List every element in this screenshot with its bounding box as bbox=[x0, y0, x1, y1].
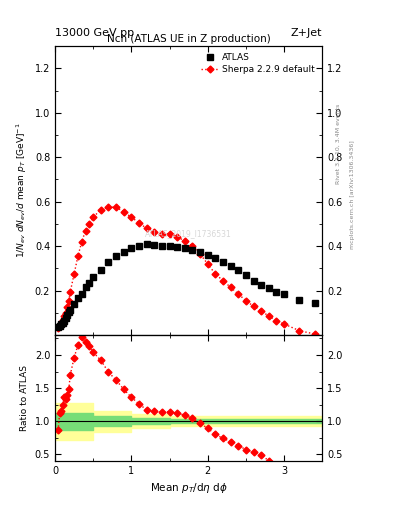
X-axis label: Mean $p_T$/d$\eta$ d$\phi$: Mean $p_T$/d$\eta$ d$\phi$ bbox=[150, 481, 228, 495]
Text: Z+Jet: Z+Jet bbox=[291, 28, 322, 38]
Text: mcplots.cern.ch [arXiv:1306.3436]: mcplots.cern.ch [arXiv:1306.3436] bbox=[350, 140, 355, 249]
Text: Rivet 3.1.10, 3.4M events: Rivet 3.1.10, 3.4M events bbox=[336, 103, 341, 183]
Text: 13000 GeV pp: 13000 GeV pp bbox=[55, 28, 134, 38]
Title: Nch (ATLAS UE in Z production): Nch (ATLAS UE in Z production) bbox=[107, 34, 270, 44]
Legend: ATLAS, Sherpa 2.2.9 default: ATLAS, Sherpa 2.2.9 default bbox=[198, 51, 318, 77]
Y-axis label: $1/N_{ev}$ $dN_{ev}/d$ mean $p_T$ [GeV]$^{-1}$: $1/N_{ev}$ $dN_{ev}/d$ mean $p_T$ [GeV]$… bbox=[15, 123, 29, 259]
Text: ATLAS_2019_I1736531: ATLAS_2019_I1736531 bbox=[145, 229, 232, 239]
Y-axis label: Ratio to ATLAS: Ratio to ATLAS bbox=[20, 365, 29, 431]
